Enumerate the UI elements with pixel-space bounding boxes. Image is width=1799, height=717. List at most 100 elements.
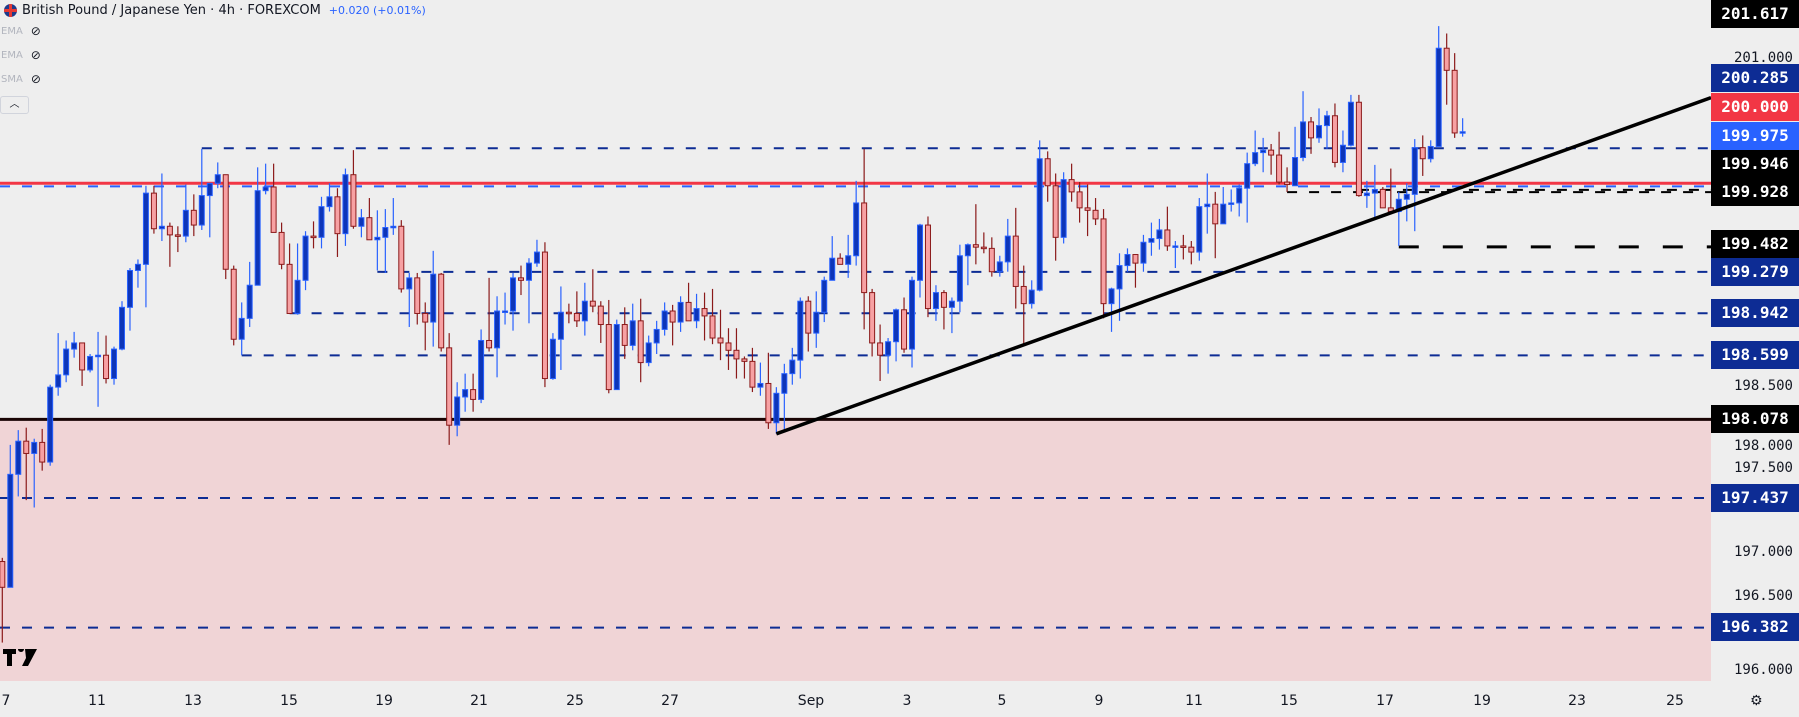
- candle: [1108, 288, 1115, 305]
- candle: [7, 473, 14, 588]
- candle: [821, 279, 828, 313]
- candle: [1308, 121, 1315, 139]
- price-tick: 197.500: [1733, 460, 1793, 476]
- price-label: 199.946: [1711, 150, 1799, 178]
- candle: [55, 374, 62, 388]
- candle: [589, 300, 596, 307]
- time-tick: 15: [1280, 693, 1298, 709]
- candle: [366, 217, 373, 241]
- candle: [1355, 101, 1362, 197]
- candle: [1044, 158, 1051, 187]
- candle: [837, 257, 844, 265]
- candle: [238, 317, 245, 340]
- time-tick: 3: [902, 693, 912, 709]
- candle: [749, 360, 756, 388]
- candle: [158, 225, 165, 230]
- candle: [541, 251, 548, 380]
- tradingview-logo[interactable]: [3, 646, 37, 670]
- candle: [1379, 188, 1386, 209]
- candle: [685, 301, 692, 322]
- candle: [350, 174, 357, 227]
- candle: [1012, 235, 1019, 287]
- candle: [853, 202, 860, 257]
- time-tick: 11: [1185, 693, 1203, 709]
- candle: [1403, 193, 1410, 200]
- candle: [406, 277, 413, 290]
- candle: [781, 373, 788, 394]
- candle: [1252, 152, 1259, 165]
- candle: [174, 234, 181, 237]
- price-label: 199.975: [1711, 122, 1799, 150]
- symbol-title: British Pound / Japanese Yen · 4h · FORE…: [22, 2, 321, 18]
- candle: [621, 324, 628, 346]
- candle: [1180, 245, 1187, 248]
- eye-off-icon[interactable]: ⊘: [30, 72, 41, 86]
- candle: [1020, 285, 1027, 305]
- candle: [246, 284, 253, 319]
- candle: [1459, 131, 1466, 134]
- price-axis[interactable]: 201.617 200.285 200.000 199.975 199.946 199.9…: [1711, 0, 1799, 717]
- candle: [956, 255, 963, 302]
- candle: [1036, 158, 1043, 291]
- indicator-sma[interactable]: SMA ⊘: [1, 72, 41, 86]
- candle: [1140, 241, 1147, 264]
- candle: [972, 244, 979, 248]
- candle: [1268, 149, 1275, 156]
- candle: [1076, 191, 1083, 209]
- time-tick: 25: [566, 693, 584, 709]
- price-tick: 196.000: [1733, 662, 1793, 678]
- candle: [1172, 245, 1179, 248]
- indicator-ema-2[interactable]: EMA ⊘: [1, 48, 41, 62]
- candle: [1068, 179, 1075, 193]
- gear-icon[interactable]: ⚙: [1750, 693, 1763, 709]
- candle: [693, 308, 700, 322]
- candle: [190, 209, 197, 226]
- candle: [230, 268, 237, 340]
- candle: [518, 277, 524, 281]
- candle: [1156, 229, 1163, 240]
- candle: [797, 300, 804, 361]
- candle: [206, 182, 213, 197]
- candle: [701, 308, 708, 317]
- candle: [581, 300, 588, 322]
- indicator-ema-1[interactable]: EMA ⊘: [1, 24, 41, 38]
- candle: [557, 311, 564, 340]
- price-chart[interactable]: [0, 0, 1711, 681]
- collapse-legend-button[interactable]: ︿: [0, 96, 29, 114]
- candle: [286, 263, 293, 314]
- price-tick: 197.000: [1733, 544, 1793, 560]
- candle: [1052, 185, 1059, 238]
- candle: [885, 341, 892, 356]
- candle: [661, 310, 668, 330]
- candle: [63, 348, 70, 376]
- candle: [478, 339, 485, 400]
- time-tick: 19: [1473, 693, 1491, 709]
- candle: [382, 227, 389, 238]
- candle: [861, 202, 868, 294]
- candle: [214, 174, 221, 184]
- symbol-header[interactable]: British Pound / Japanese Yen · 4h · FORE…: [4, 0, 426, 20]
- candle: [1188, 246, 1195, 253]
- price-tick: 198.000: [1733, 438, 1793, 454]
- candle: [1084, 207, 1091, 211]
- candle: [1339, 144, 1346, 163]
- candle: [1148, 238, 1155, 243]
- candle: [310, 235, 317, 239]
- candle: [1228, 202, 1235, 205]
- candle: [1427, 145, 1434, 160]
- time-tick: 25: [1666, 693, 1684, 709]
- candle: [270, 186, 277, 233]
- candle: [182, 209, 189, 237]
- price-label: 201.617: [1711, 0, 1799, 28]
- candle: [1004, 235, 1011, 263]
- candle: [71, 342, 78, 350]
- candle: [717, 337, 724, 344]
- candle: [1276, 154, 1283, 183]
- candle: [924, 224, 931, 310]
- eye-off-icon[interactable]: ⊘: [30, 24, 41, 38]
- candle: [502, 310, 509, 314]
- candle: [1244, 163, 1251, 189]
- eye-off-icon[interactable]: ⊘: [30, 48, 41, 62]
- candle: [318, 206, 325, 238]
- candle: [1196, 206, 1203, 253]
